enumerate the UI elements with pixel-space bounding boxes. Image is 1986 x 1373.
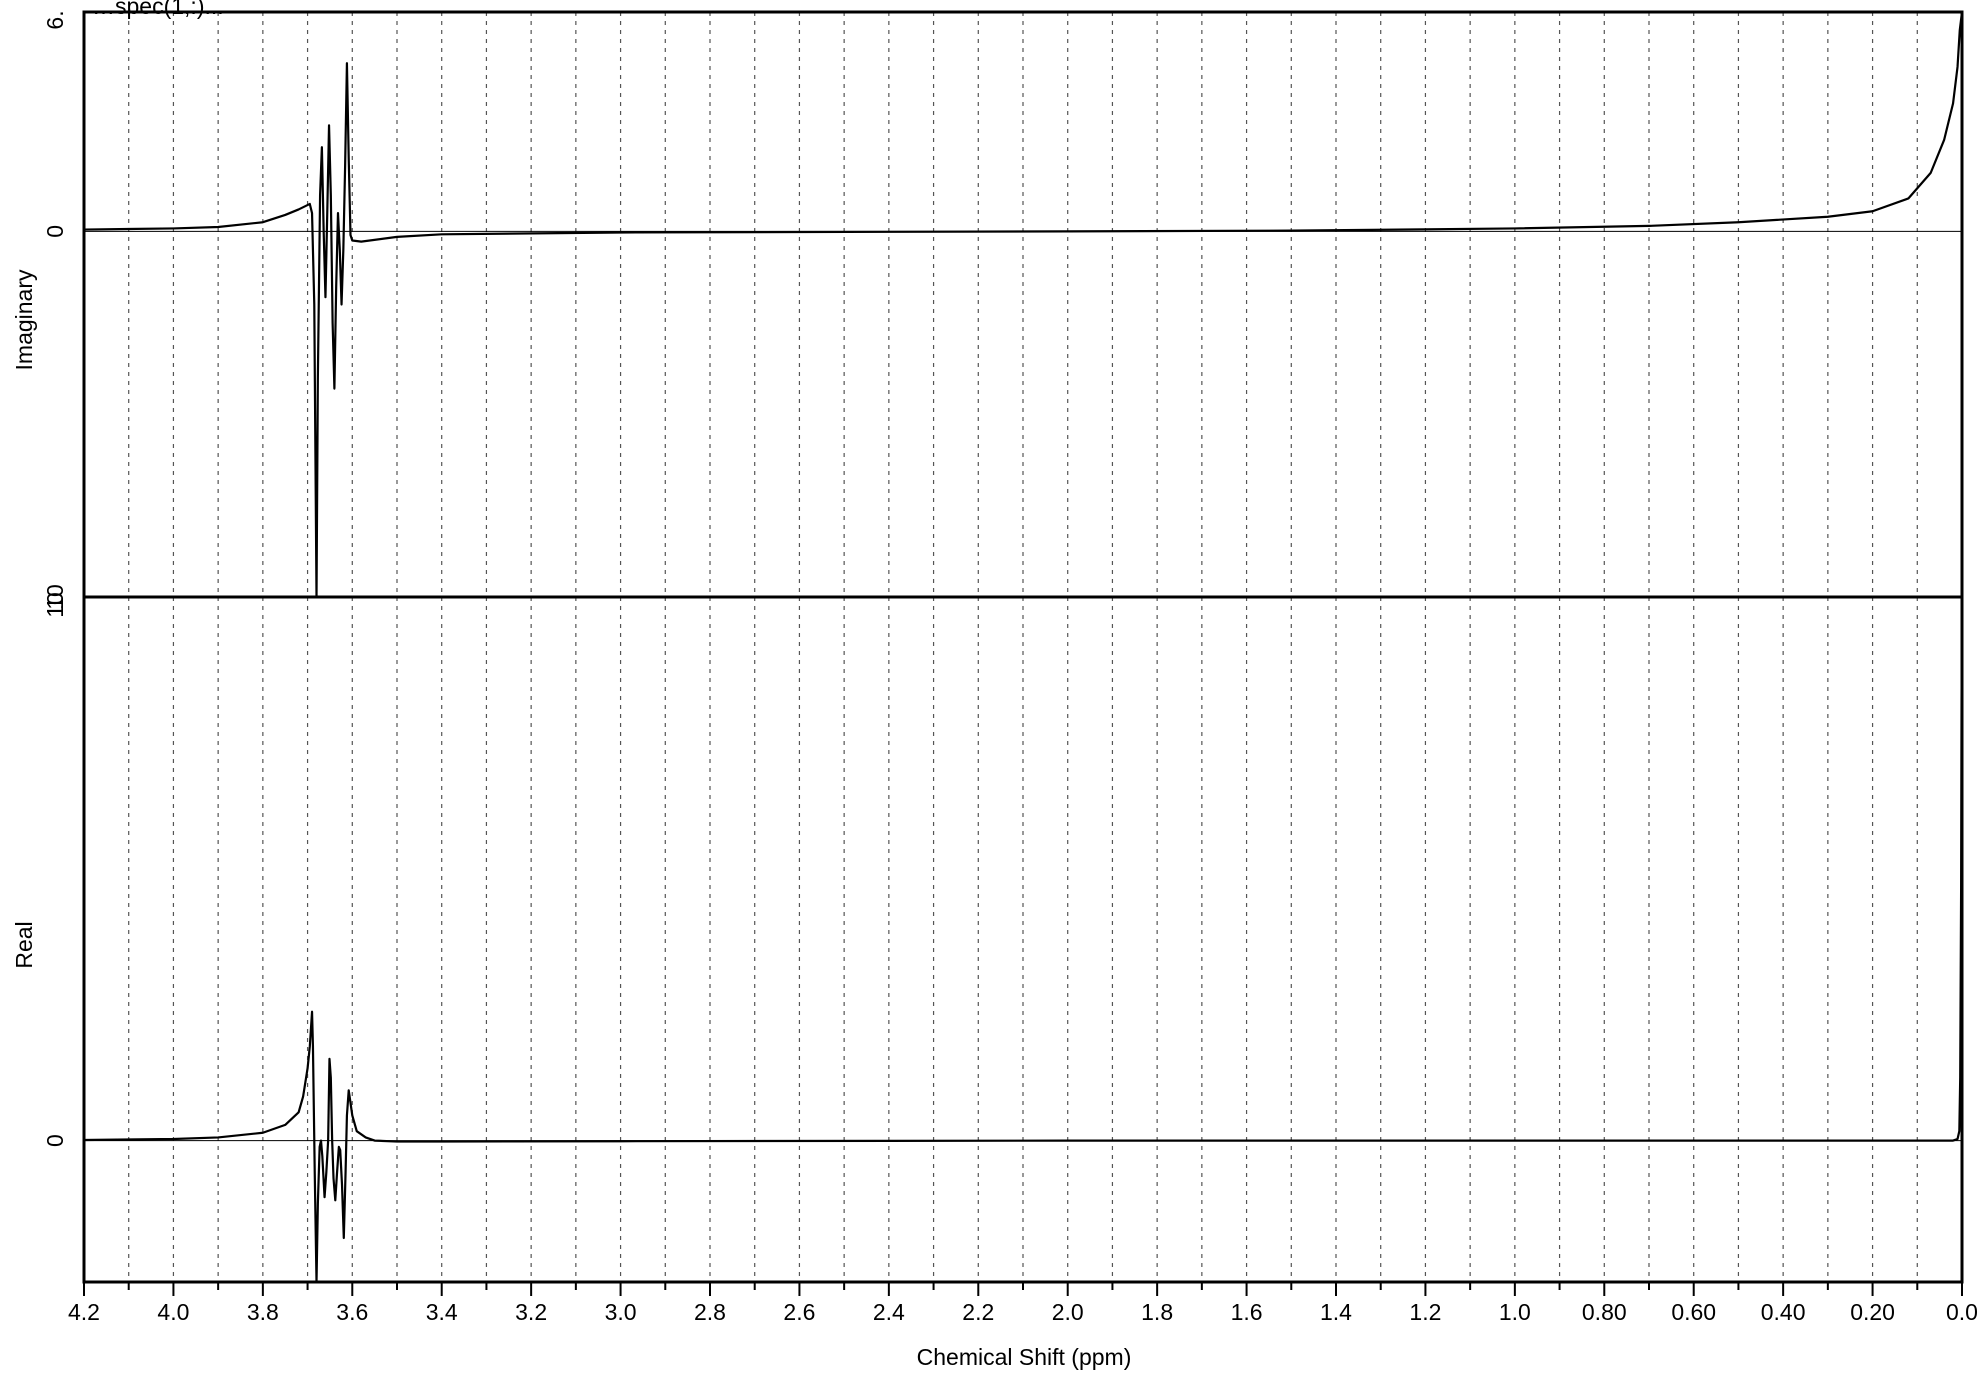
x-axis-ticks: 4.2 4.0 3.8 3.6 3.4 3.2 3.0 2.8 2.6 2.4 2.2 2.0 1.8 1… [68,1282,1978,1325]
x-tick-label: 2.8 [694,1299,726,1325]
x-tick-label: 0.60 [1671,1299,1716,1325]
y-axis-title-real: Real [11,921,37,968]
x-tick-label: 1.8 [1141,1299,1173,1325]
x-tick-label: 4.2 [68,1299,100,1325]
x-tick-label: 2.4 [873,1299,905,1325]
x-tick-label: 0.40 [1761,1299,1806,1325]
x-tick-label: 1.0 [1499,1299,1531,1325]
x-tick-label: 2.6 [783,1299,815,1325]
x-axis-title: Chemical Shift (ppm) [917,1344,1132,1370]
x-tick-label: 3.0 [605,1299,637,1325]
x-tick-label: 1.6 [1231,1299,1263,1325]
y-axis-title-imaginary: Imaginary [11,269,37,370]
vertical-grid [128,12,1918,1282]
y-tick-label-imaginary: 0 [42,225,68,238]
x-tick-label: 3.8 [247,1299,279,1325]
y-tick-labels: 6. 0 10 0 10 [42,10,68,1147]
x-tick-label: 2.2 [962,1299,994,1325]
y-tick-label-imaginary: 10 [42,584,68,610]
series-line-real [83,596,1964,1284]
x-tick-label: 1.4 [1320,1299,1352,1325]
x-tick-label: 1.2 [1409,1299,1441,1325]
x-tick-label: 4.0 [157,1299,189,1325]
chart-title: …spec(1,:)... [92,0,224,19]
y-tick-label-imaginary: 6. [42,10,68,29]
series-traces [83,11,1964,1284]
x-tick-label: 0.20 [1850,1299,1895,1325]
x-tick-label: 3.4 [426,1299,458,1325]
y-tick-label-real: 10 [42,592,68,618]
x-tick-label: 2.0 [1052,1299,1084,1325]
y-tick-label-real: 0 [42,1134,68,1147]
x-tick-label: 0.0 [1946,1299,1978,1325]
series-line-imaginary [83,11,1964,599]
x-tick-label: 0.80 [1582,1299,1627,1325]
x-tick-label: 3.2 [515,1299,547,1325]
x-tick-label: 3.6 [336,1299,368,1325]
